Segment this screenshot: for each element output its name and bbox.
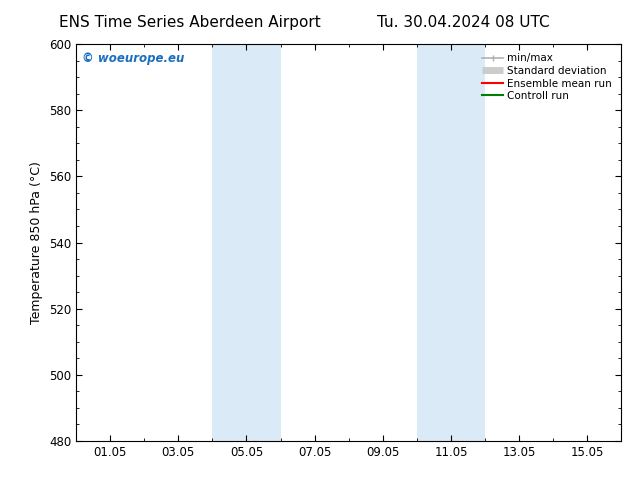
Text: © woeurope.eu: © woeurope.eu [82,52,184,65]
Bar [417,44,485,441]
Text: ENS Time Series Aberdeen Airport: ENS Time Series Aberdeen Airport [60,15,321,30]
Text: Tu. 30.04.2024 08 UTC: Tu. 30.04.2024 08 UTC [377,15,549,30]
Y-axis label: Temperature 850 hPa (°C): Temperature 850 hPa (°C) [30,161,43,324]
Legend: min/max, Standard deviation, Ensemble mean run, Controll run: min/max, Standard deviation, Ensemble me… [478,49,616,105]
Bar [212,44,280,441]
